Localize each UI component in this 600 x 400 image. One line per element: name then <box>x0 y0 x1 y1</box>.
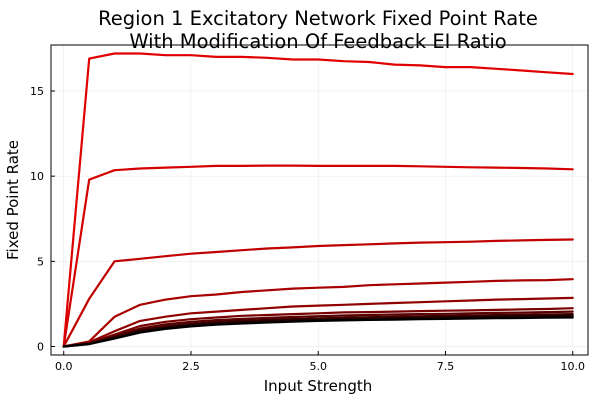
grid-layer <box>51 45 588 355</box>
chart-title-line-2: With Modification Of Feedback EI Ratio <box>129 30 506 53</box>
y-axis-label: Fixed Point Rate <box>4 140 22 260</box>
x-tick-label: 2.5 <box>182 360 200 373</box>
series-line-4 <box>62 278 574 348</box>
x-tick-label: 0.0 <box>55 360 73 373</box>
series-line-6 <box>62 307 574 348</box>
x-axis-label: Input Strength <box>264 377 373 395</box>
y-tick-label: 10 <box>30 170 44 183</box>
chart-title-line-1: Region 1 Excitatory Network Fixed Point … <box>98 7 538 30</box>
x-tick-label: 5.0 <box>309 360 327 373</box>
y-tick-label: 5 <box>37 255 44 268</box>
series-line-8 <box>62 313 574 348</box>
y-tick-label: 15 <box>30 85 44 98</box>
plot-frame <box>50 44 589 356</box>
x-tick-label: 7.5 <box>437 360 455 373</box>
y-tick-label: 0 <box>37 340 44 353</box>
series-line-5 <box>62 296 574 348</box>
series-line-3 <box>62 238 574 348</box>
series-line-7 <box>62 310 574 348</box>
x-tick-label: 10.0 <box>560 360 585 373</box>
series-line-1 <box>62 52 574 348</box>
tick-layer: 0.0 2.5 5.0 7.5 10.0 0 5 10 15 <box>30 85 585 373</box>
series-layer <box>62 52 574 348</box>
series-line-10 <box>62 316 574 348</box>
series-line-2 <box>62 164 574 348</box>
